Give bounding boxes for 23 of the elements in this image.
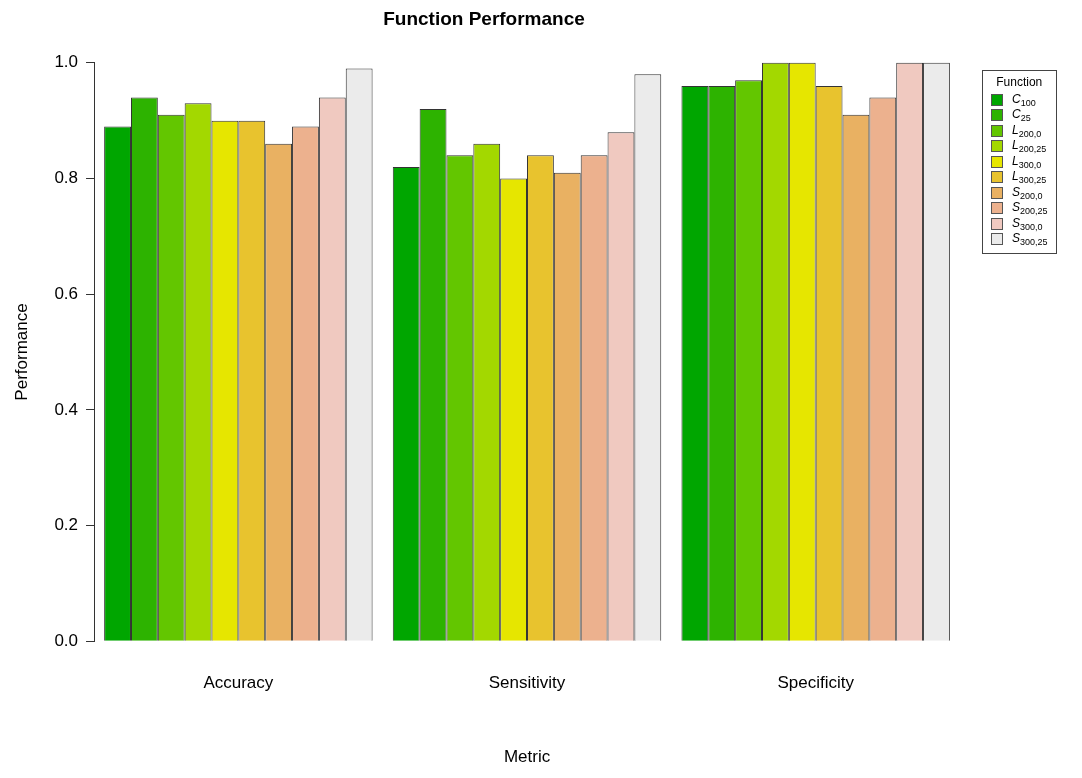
y-tick-label: 0.8 [54,168,79,188]
legend-label: C$_{25}$ [1012,107,1031,124]
legend-title: Function [995,75,1044,89]
x-tick-label: Specificity [777,673,855,693]
y-tick-label: 0.6 [54,283,79,303]
x-tick-label: Sensitivity [488,673,566,693]
legend-label: L$_{300,25}$ [1012,169,1047,186]
legend-label: S$_{300,0}$ [1012,215,1043,232]
y-axis-title: Performance [11,303,31,401]
legend-label: L$_{200,0}$ [1012,122,1042,139]
legend-label: S$_{200,0}$ [1012,184,1043,201]
legend-label: L$_{200,25}$ [1012,138,1047,155]
y-tick-label: 1.0 [54,52,79,72]
y-tick-label: 0.0 [54,630,79,650]
legend-label: S$_{300,25}$ [1012,231,1048,248]
x-axis-title: Metric [503,747,551,767]
y-tick-label: 0.2 [54,515,79,535]
legend-label: C$_{100}$ [1012,91,1036,108]
y-tick-label: 0.4 [54,399,79,419]
chart-title: Function Performance [383,7,585,29]
legend-label: S$_{200,25}$ [1012,200,1048,217]
legend-label: L$_{300,0}$ [1012,153,1042,170]
x-tick-label: Accuracy [203,673,274,693]
